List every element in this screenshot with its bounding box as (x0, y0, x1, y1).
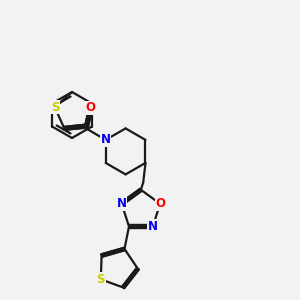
Text: O: O (155, 197, 165, 210)
Text: N: N (148, 220, 158, 233)
Text: S: S (51, 101, 59, 114)
Text: N: N (101, 134, 111, 146)
Text: O: O (86, 101, 96, 114)
Text: N: N (117, 197, 127, 210)
Text: S: S (97, 273, 105, 286)
